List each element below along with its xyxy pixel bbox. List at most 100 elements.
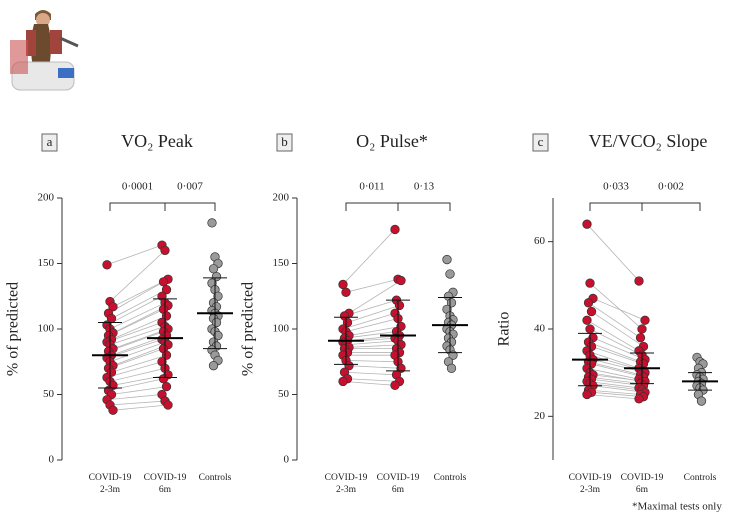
- pair-line: [342, 229, 396, 285]
- data-point: [342, 317, 353, 328]
- y-tick-label: 100: [273, 323, 290, 335]
- pair-line: [106, 322, 163, 343]
- pair-line: [345, 318, 399, 333]
- data-point: [161, 311, 172, 321]
- data-point: [344, 361, 354, 371]
- data-point: [208, 264, 219, 274]
- x-tick-label: 6m: [636, 485, 649, 495]
- pair-line: [112, 374, 169, 386]
- pair-line: [348, 325, 402, 336]
- data-point: [158, 277, 169, 287]
- pair-line: [345, 340, 399, 346]
- data-point: [634, 394, 644, 404]
- pair-line: [586, 223, 640, 282]
- data-point: [583, 298, 594, 308]
- data-point: [108, 302, 118, 312]
- pair-line: [591, 346, 644, 365]
- pair-line: [111, 354, 167, 373]
- pair-line: [588, 389, 641, 395]
- chart-title: VE/VCO₂ Slope: [589, 131, 708, 151]
- pair-line: [589, 383, 643, 391]
- x-tick-label: COVID-19: [621, 473, 664, 483]
- y-tick-label: 200: [38, 192, 55, 204]
- pair-line: [112, 404, 169, 411]
- panel-letter-box: [41, 133, 58, 152]
- pair-line: [344, 371, 397, 376]
- data-point: [390, 224, 400, 235]
- pair-line: [106, 394, 163, 401]
- pair-line: [345, 360, 399, 363]
- pair-line: [591, 311, 644, 347]
- data-point: [108, 405, 118, 415]
- comparison-bracket: [345, 202, 399, 211]
- data-point: [582, 219, 592, 229]
- pair-line: [112, 328, 169, 350]
- pair-line: [586, 367, 640, 380]
- pair-line: [592, 337, 646, 360]
- y-tick-label: 40: [534, 323, 546, 335]
- p-value: 0·007: [177, 181, 203, 193]
- chart-panel: 0 50 100 150 200 % of predicted b O₂ Pulse* COVI…: [240, 131, 468, 495]
- pair-line: [111, 386, 167, 395]
- data-point: [161, 381, 172, 392]
- data-point: [446, 298, 457, 308]
- comparison-bracket: [164, 202, 216, 211]
- x-tick-label: COVID-19: [569, 473, 612, 483]
- x-tick-label: COVID-19: [325, 473, 368, 483]
- data-point: [338, 279, 348, 290]
- pair-line: [588, 376, 641, 384]
- pair-line: [109, 400, 166, 406]
- data-point: [338, 376, 348, 387]
- data-point: [637, 324, 647, 334]
- data-point: [635, 333, 646, 343]
- data-point: [341, 287, 351, 297]
- data-point: [211, 271, 222, 282]
- pair-line: [111, 289, 167, 319]
- y-tick-label: 50: [278, 388, 290, 400]
- pair-line: [109, 367, 166, 382]
- comparison-bracket: [589, 202, 643, 211]
- x-tick-label: 2-3m: [100, 485, 121, 495]
- p-value: 0·0001: [122, 181, 153, 193]
- x-tick-label: COVID-19: [144, 473, 187, 483]
- data-point: [396, 275, 406, 286]
- pair-line: [108, 281, 164, 314]
- data-point: [442, 254, 452, 265]
- pair-line: [342, 312, 396, 330]
- x-tick-label: Controls: [684, 473, 717, 483]
- pair-line: [591, 363, 644, 378]
- footnote: *Maximal tests only: [632, 501, 722, 513]
- x-tick-label: COVID-19: [89, 473, 132, 483]
- pair-line: [112, 305, 169, 334]
- y-tick-label: 100: [38, 323, 55, 335]
- y-tick-label: 150: [273, 257, 290, 269]
- pair-line: [109, 250, 166, 302]
- data-point: [394, 300, 405, 311]
- pair-line: [108, 348, 164, 369]
- pair-line: [589, 282, 643, 330]
- pair-line: [588, 341, 641, 363]
- data-point: [161, 285, 172, 295]
- pair-line: [112, 344, 169, 367]
- data-point: [585, 324, 595, 334]
- comparison-bracket: [397, 202, 451, 211]
- panel-letter-box: [532, 133, 549, 152]
- pair-line: [345, 278, 399, 293]
- panel-letter-box: [276, 133, 293, 152]
- x-tick-label: 2-3m: [580, 485, 601, 495]
- data-point: [585, 278, 595, 288]
- pair-line: [586, 350, 640, 369]
- x-tick-label: COVID-19: [377, 473, 420, 483]
- data-point: [102, 260, 112, 270]
- pair-line: [592, 298, 646, 321]
- p-value: 0·002: [658, 181, 684, 193]
- pair-line: [111, 315, 167, 340]
- data-point: [160, 245, 170, 256]
- chart-title: VO₂ Peak: [121, 131, 193, 151]
- p-value: 0·13: [414, 181, 435, 193]
- pair-line: [108, 331, 164, 352]
- panel-letter: a: [47, 134, 53, 149]
- data-point: [158, 374, 169, 384]
- y-tick-label: 0: [49, 454, 55, 466]
